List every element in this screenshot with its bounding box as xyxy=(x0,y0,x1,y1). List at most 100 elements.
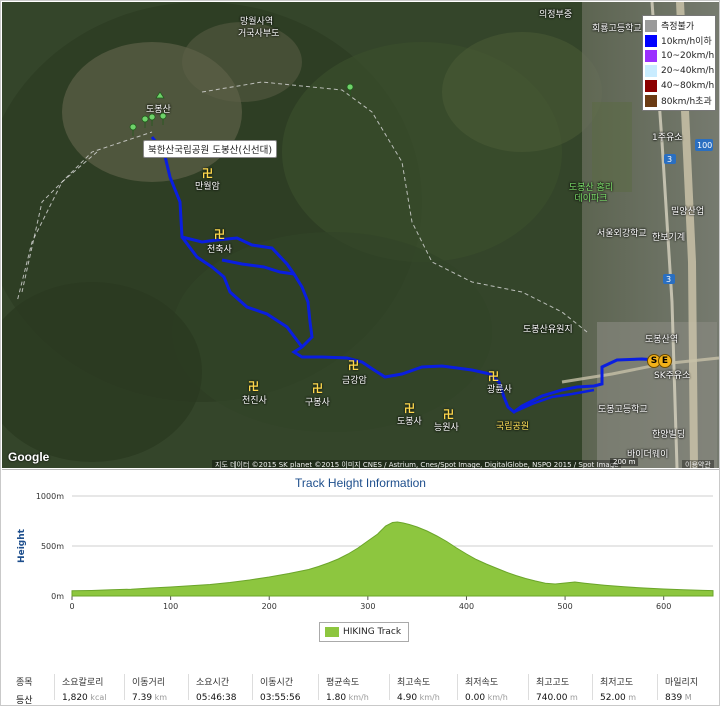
map-label: 한양빌딩 xyxy=(652,430,686,440)
map-label: 회룡고등학교 xyxy=(592,24,642,34)
map-label: SK주유소 xyxy=(654,371,691,381)
stats-value: 4.90 km/h xyxy=(397,693,440,703)
map-label: 의정부중 xyxy=(539,10,573,20)
stats-column: 이동거리 7.39 km xyxy=(132,675,167,703)
stats-separator xyxy=(124,674,125,700)
stats-number: 0.00 xyxy=(465,693,486,703)
x-tick-label: 0 xyxy=(69,602,74,611)
stats-number: 7.39 xyxy=(132,693,153,703)
stats-column: 소요시간 05:46:38 xyxy=(196,675,236,703)
stats-number: 05:46:38 xyxy=(196,693,237,703)
stats-value: 7.39 km xyxy=(132,693,167,703)
end-marker[interactable]: E xyxy=(658,354,672,368)
height-chart: 0m 500m 1000m Height 0 100 200 300 400 500 600 xyxy=(17,492,714,611)
x-tick-label: 200 xyxy=(262,602,277,611)
legend-label: 40~80km/h xyxy=(661,80,715,91)
stats-unit: m xyxy=(567,693,578,702)
stats-number: 839 xyxy=(665,693,683,703)
map-label: 국립공원 xyxy=(496,422,530,432)
legend-swatch xyxy=(645,64,657,77)
map-label: 도봉산역 xyxy=(645,335,679,345)
chart-legend[interactable]: HIKING Track xyxy=(319,622,409,642)
speed-legend: 측정불가 10km/h이하 10~20km/h 20~40km/h 40~80k… xyxy=(642,15,716,111)
stats-unit: km/h xyxy=(417,693,440,702)
y-tick-label: 500m xyxy=(41,542,64,551)
stats-activity-type: 등산 xyxy=(16,696,33,706)
x-tick-label: 100 xyxy=(163,602,178,611)
stats-label: 마일리지 xyxy=(665,678,699,688)
stats-separator xyxy=(188,674,189,700)
legend-swatch xyxy=(645,79,657,92)
legend-row: 10~20km/h xyxy=(645,48,714,63)
stats-unit: m xyxy=(625,693,637,702)
stats-unit: km/h xyxy=(485,693,508,702)
google-logo[interactable]: Google xyxy=(8,450,50,464)
legend-row: 10km/h이하 xyxy=(645,33,713,48)
stats-number: 1,820 xyxy=(62,693,88,703)
stats-separator xyxy=(252,674,253,700)
stats-value: 1.80 km/h xyxy=(326,693,369,703)
legend-label: 80km/h초과 xyxy=(661,97,712,107)
stats-value: 1,820 kcal xyxy=(62,693,106,703)
location-tooltip: 북한산국립공원 도봉산(신선대) xyxy=(143,140,278,158)
x-tick-label: 500 xyxy=(557,602,572,611)
temple-icon: 卍 xyxy=(214,228,225,241)
stats-value: 05:46:38 xyxy=(196,693,236,703)
stats-value: 0.00 km/h xyxy=(465,693,508,703)
stats-label: 평균속도 xyxy=(326,678,360,688)
stats-number: 03:55:56 xyxy=(260,693,301,703)
stats-unit: kcal xyxy=(87,693,107,702)
stats-label: 소요칼로리 xyxy=(62,678,104,688)
legend-row: 40~80km/h xyxy=(645,78,715,93)
stats-column: 최저속도 0.00 km/h xyxy=(465,675,508,703)
x-tick-label: 400 xyxy=(459,602,474,611)
stats-label: 최고고도 xyxy=(536,678,570,688)
legend-swatch xyxy=(325,627,339,637)
map-label: 구봉사 xyxy=(305,398,330,408)
stats-column: 마일리지 839 M xyxy=(665,675,698,703)
legend-label: 측정불가 xyxy=(661,22,695,32)
legend-swatch xyxy=(645,34,657,47)
map-scale: 200 m xyxy=(610,458,639,466)
y-axis-label: Height xyxy=(17,528,27,563)
stats-number: 1.80 xyxy=(326,693,347,703)
svg-text:3: 3 xyxy=(667,155,672,164)
temple-icon: 卍 xyxy=(404,402,415,415)
stats-column: 이동시간 03:55:56 xyxy=(260,675,300,703)
legend-label: HIKING Track xyxy=(343,627,402,637)
stats-label: 최저고도 xyxy=(600,678,634,688)
elevation-area xyxy=(71,521,714,597)
stats-column: 최고고도 740.00 m xyxy=(536,675,578,703)
stats-column: 평균속도 1.80 km/h xyxy=(326,675,369,703)
map-label: 만월암 xyxy=(195,182,220,192)
legend-row: 20~40km/h xyxy=(645,63,714,78)
height-chart-panel: Track Height Information 0m 500m 1000m Heig… xyxy=(2,469,719,665)
map-label: 능원사 xyxy=(434,423,459,433)
temple-icon: 卍 xyxy=(248,380,259,393)
map-copyright: 지도 데이터 ©2015 SK planet ©2015 이미지 CNES / … xyxy=(212,460,622,468)
x-tick-label: 300 xyxy=(360,602,375,611)
legend-swatch xyxy=(645,94,657,107)
map-terrain: 3 100 3 xyxy=(2,2,719,468)
temple-icon: 卍 xyxy=(348,359,359,372)
stats-label: 이동시간 xyxy=(260,678,294,688)
stats-column: 최저고도 52.00 m xyxy=(600,675,636,703)
map-label: 도봉산 xyxy=(146,105,171,115)
stats-value: 52.00 m xyxy=(600,693,636,703)
svg-text:100: 100 xyxy=(697,141,712,150)
satellite-map[interactable]: 3 100 3 망월사역 거국사부도 의정부중 회룡고등학교 도봉산 만월암 천… xyxy=(2,2,719,468)
legend-swatch xyxy=(645,19,657,32)
svg-text:3: 3 xyxy=(666,275,671,284)
stats-value: 740.00 m xyxy=(536,693,578,703)
y-tick-label: 1000m xyxy=(36,492,64,501)
stats-header-label: 종목 xyxy=(16,678,33,688)
legend-row: 80km/h초과 xyxy=(645,93,713,108)
map-label: 금강암 xyxy=(342,376,367,386)
stats-separator xyxy=(54,674,55,700)
chart-title: Track Height Information xyxy=(295,476,426,490)
stats-unit: km xyxy=(152,693,168,702)
terms-link[interactable]: 이용약관 xyxy=(682,460,714,468)
y-tick-label: 0m xyxy=(51,592,64,601)
